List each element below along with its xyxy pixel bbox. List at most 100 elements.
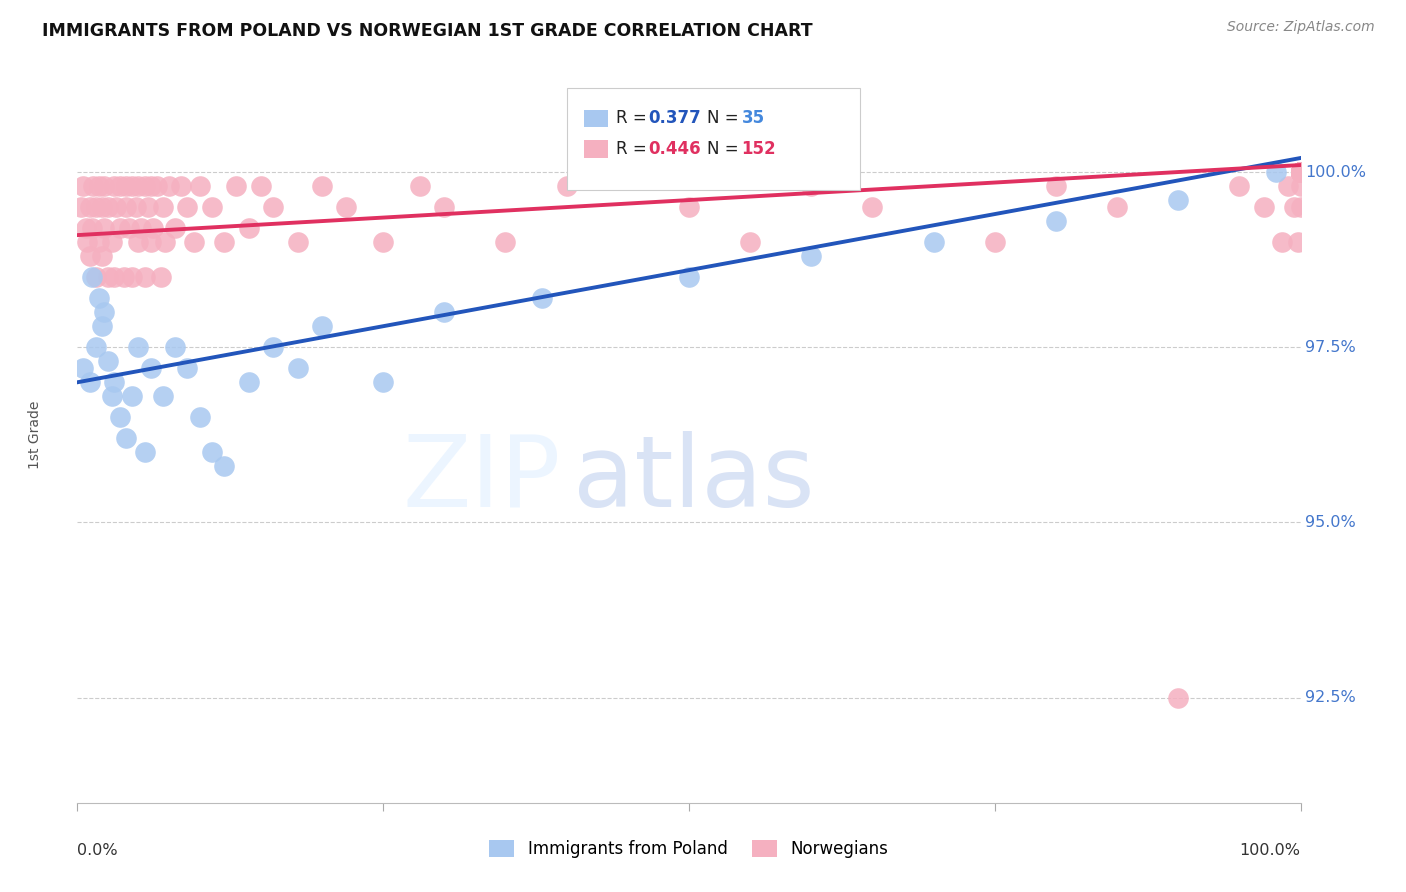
Point [90,319,112,334]
Point [1289,165,1312,179]
Point [201,200,224,214]
Point [115,431,138,445]
Point [1289,165,1312,179]
Point [84,270,107,285]
Point [1289,165,1312,179]
Point [1167,690,1189,705]
Point [1289,165,1312,179]
Point [1289,165,1312,179]
Point [984,235,1007,249]
Point [409,179,432,194]
Point [1289,165,1312,179]
Point [89,179,111,194]
Point [139,179,162,194]
Point [1289,165,1312,179]
Point [149,270,172,285]
Point [79,376,101,390]
Point [183,235,205,249]
Point [922,235,945,249]
Point [1289,165,1312,179]
Point [188,410,211,425]
Point [1289,165,1312,179]
Point [1289,165,1312,179]
Point [1289,165,1312,179]
Point [1289,165,1312,179]
Point [84,340,107,354]
Point [97,270,120,285]
Point [80,221,103,235]
Point [250,179,273,194]
Point [1289,165,1312,179]
Point [1107,200,1129,214]
Point [1289,165,1312,179]
Point [1289,165,1312,179]
Point [146,179,169,194]
Point [371,235,394,249]
Point [80,270,103,285]
Point [1167,193,1189,207]
Text: 100.0%: 100.0% [1240,843,1301,858]
Point [678,200,700,214]
Point [97,200,120,214]
Point [93,305,115,319]
Point [1289,165,1312,179]
Point [118,221,141,235]
Text: 0.377: 0.377 [648,110,702,128]
Point [1289,165,1312,179]
Point [89,291,111,305]
Point [1289,165,1312,179]
Point [1289,165,1312,179]
Point [1289,165,1312,179]
Point [433,305,456,319]
Text: N =: N = [707,140,740,158]
Point [121,179,143,194]
Point [108,410,131,425]
Point [1289,165,1312,179]
Point [262,200,284,214]
Point [152,389,174,403]
Bar [583,140,609,158]
Point [108,221,131,235]
Point [108,179,131,194]
Point [1289,165,1312,179]
Point [1289,165,1312,179]
Point [311,319,333,334]
Point [555,179,578,194]
Point [1289,165,1312,179]
Point [90,200,112,214]
Point [1289,179,1312,194]
Point [800,249,823,263]
Text: R =: R = [616,140,647,158]
Point [125,200,148,214]
Text: 92.5%: 92.5% [1305,690,1357,706]
Point [1289,165,1312,179]
Point [1265,165,1288,179]
Point [1289,165,1312,179]
Point [139,235,162,249]
Point [103,179,125,194]
Point [201,445,224,459]
Point [100,235,122,249]
Point [1271,235,1294,249]
Point [335,200,357,214]
Point [176,200,198,214]
Point [1289,165,1312,179]
Text: R =: R = [616,110,647,128]
Point [1289,165,1312,179]
Point [70,200,93,214]
Text: 0.446: 0.446 [648,140,702,158]
Point [1289,165,1312,179]
Point [1289,165,1312,179]
Point [157,179,180,194]
Point [93,221,115,235]
Point [136,200,159,214]
Text: 95.0%: 95.0% [1305,515,1357,530]
Point [1289,165,1312,179]
Point [90,249,112,263]
Point [1289,165,1312,179]
Text: Source: ZipAtlas.com: Source: ZipAtlas.com [1227,20,1375,34]
Point [84,200,107,214]
Point [105,200,128,214]
Point [740,235,762,249]
Point [1289,165,1312,179]
